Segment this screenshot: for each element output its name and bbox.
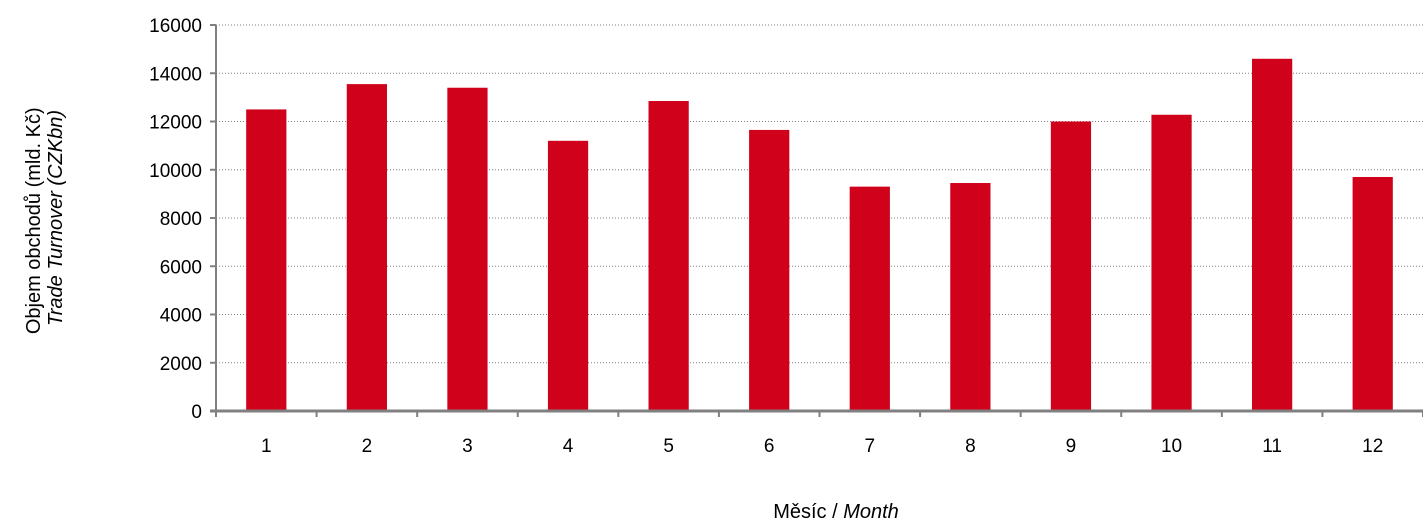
x-tick-label: 11 xyxy=(1262,436,1282,457)
y-tick-label: 0 xyxy=(191,402,202,423)
bar-2 xyxy=(346,84,387,411)
x-tick-label: 5 xyxy=(663,436,674,457)
y-tick-label: 14000 xyxy=(149,64,202,85)
bar-1 xyxy=(246,109,287,411)
x-axis-title-main: Měsíc / xyxy=(773,501,843,523)
bar-8 xyxy=(950,183,991,411)
bar-7 xyxy=(849,186,890,411)
y-tick-label: 16000 xyxy=(149,16,202,37)
y-axis-title-italic: Trade Turnover (CZKbn) xyxy=(45,110,67,326)
bar-layer xyxy=(246,58,1393,412)
bar-6 xyxy=(749,129,790,411)
bar-10 xyxy=(1151,114,1192,412)
bar-9 xyxy=(1050,121,1092,411)
x-tick-label: 4 xyxy=(563,436,574,457)
x-tick-label: 12 xyxy=(1362,436,1383,457)
y-axis-title: Objem obchodů (mld. Kč) Trade Turnover (… xyxy=(23,102,67,334)
y-tick-label: 10000 xyxy=(149,161,202,182)
x-axis-title: Měsíc / Month xyxy=(773,501,899,523)
y-tick-label: 8000 xyxy=(160,209,202,230)
bar-5 xyxy=(648,100,689,412)
y-tick-label: 2000 xyxy=(160,354,202,375)
x-tick-label: 1 xyxy=(261,436,272,457)
x-tick-label: 2 xyxy=(362,436,373,457)
y-tick-label: 4000 xyxy=(160,306,202,327)
y-tick-label: 12000 xyxy=(149,113,202,134)
x-tick-label: 10 xyxy=(1161,436,1182,457)
x-axis-title-italic: Month xyxy=(843,501,899,523)
bar-4 xyxy=(547,140,589,412)
x-tick-label: 6 xyxy=(764,436,775,457)
x-tick-label: 8 xyxy=(965,436,976,457)
axis-layer xyxy=(210,24,1423,417)
x-tick-label: 9 xyxy=(1066,436,1077,457)
x-tick-label: 7 xyxy=(865,436,876,457)
y-tick-label: 6000 xyxy=(160,257,202,278)
bar-3 xyxy=(447,87,488,411)
x-tick-label: 3 xyxy=(462,436,473,457)
bar-11 xyxy=(1252,58,1293,412)
bar-12 xyxy=(1352,176,1393,411)
y-axis-title-main: Objem obchodů (mld. Kč) xyxy=(23,107,45,334)
grid-layer xyxy=(216,24,1423,364)
